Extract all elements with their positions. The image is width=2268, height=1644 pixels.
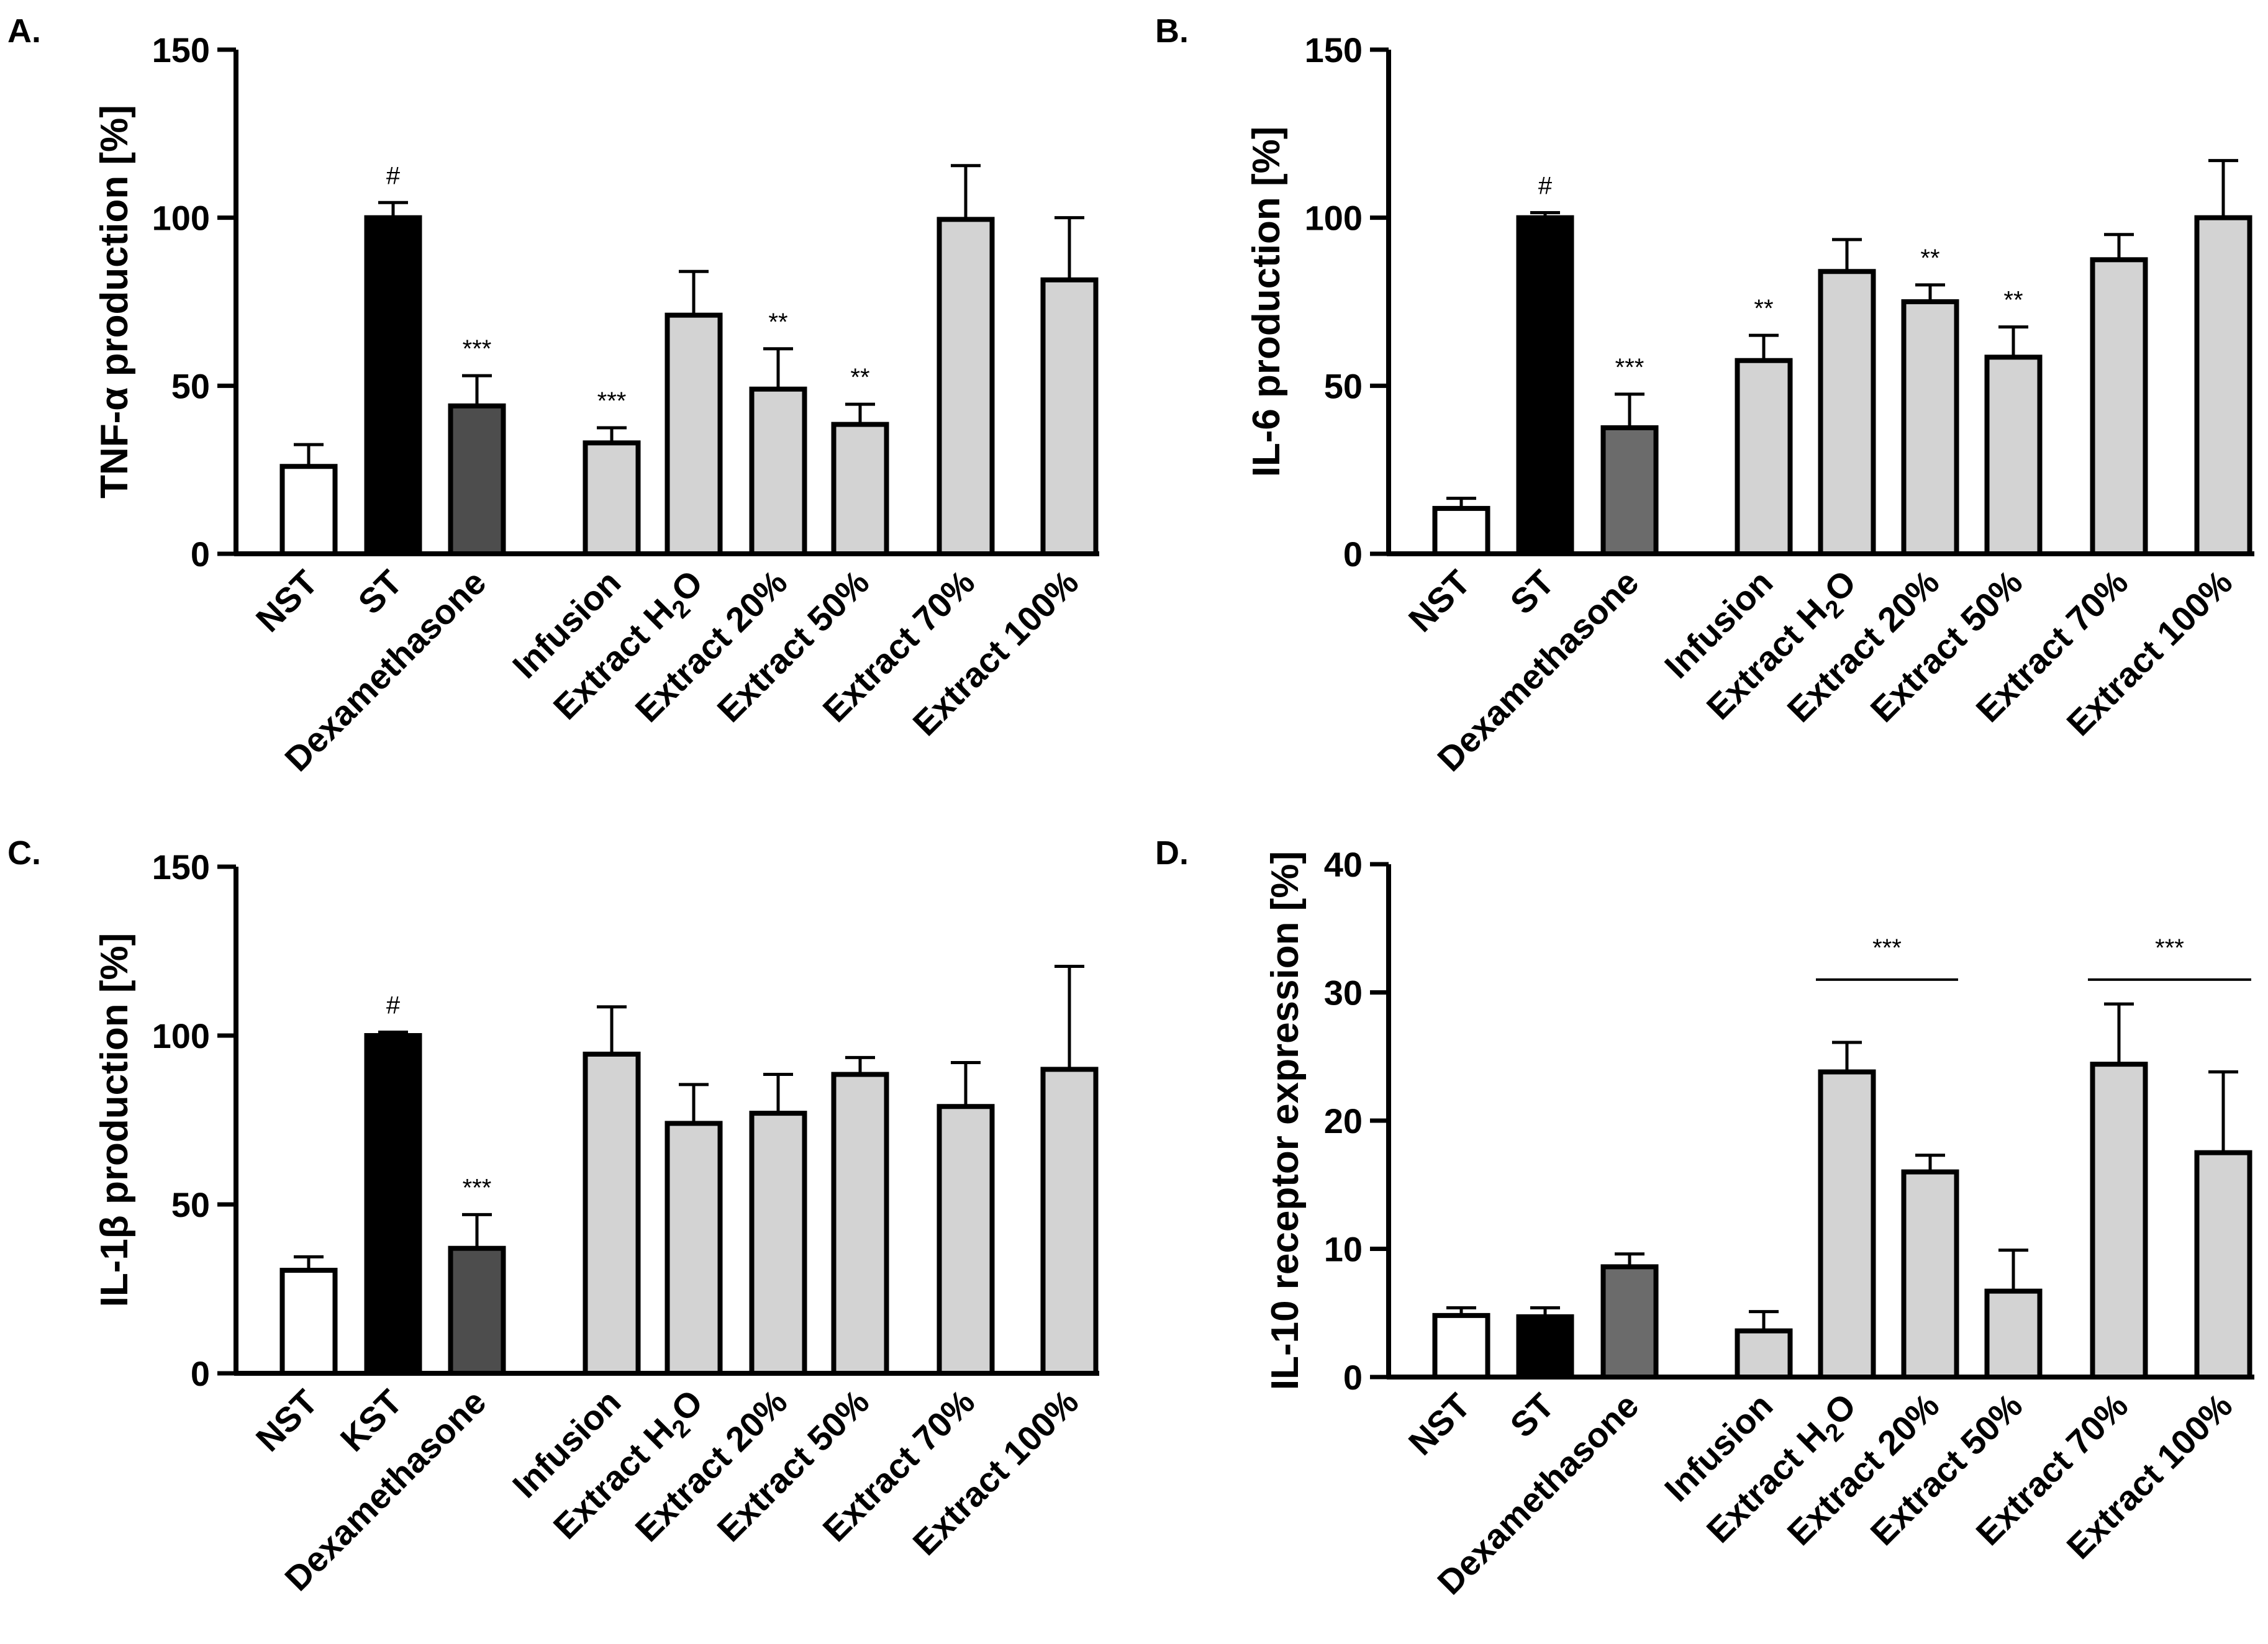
bar: [1818, 269, 1876, 556]
bar: [937, 1104, 995, 1376]
bar: [1516, 1314, 1574, 1380]
bar: [1432, 1312, 1490, 1380]
panel-4: D. 0 10 20 30 40 IL-10 receptor expression [%]…: [1155, 834, 2254, 1602]
y-axis-label: IL-1β production [%]: [93, 933, 136, 1308]
significance-label: **: [850, 364, 869, 391]
y-tick-label: 10: [1324, 1230, 1363, 1269]
bar: [1984, 355, 2043, 556]
bar: [1600, 1264, 1659, 1380]
bar: [279, 464, 338, 557]
y-tick-label: 20: [1324, 1101, 1363, 1140]
category-label: KST: [333, 1382, 410, 1459]
y-tick-label: 150: [152, 847, 210, 887]
significance-label: **: [768, 309, 787, 336]
y-tick-label: 50: [1324, 366, 1363, 405]
bar: [1735, 358, 1793, 556]
y-tick-label: 50: [171, 1185, 210, 1224]
bar: [2090, 257, 2148, 556]
bar: [1901, 1169, 1959, 1380]
bar: [1600, 425, 1659, 556]
bar: [583, 440, 641, 556]
y-axis-label: IL-10 receptor expression [%]: [1264, 851, 1307, 1390]
bar: [1040, 1067, 1099, 1376]
bar: [448, 1245, 506, 1376]
bar: [749, 386, 807, 556]
bar: [279, 1268, 338, 1376]
panel-letter: C.: [7, 834, 41, 872]
category-label: ST: [350, 562, 409, 621]
significance-label: #: [386, 162, 401, 189]
bar: [1040, 277, 1099, 556]
bar: [1818, 1069, 1876, 1380]
bar: [665, 312, 723, 556]
y-tick-label: 100: [152, 1016, 210, 1055]
significance-label: ***: [463, 335, 492, 363]
significance-label: **: [2003, 287, 2023, 314]
bar: [937, 217, 995, 556]
y-tick-label: 50: [171, 366, 210, 405]
panel-letter: A.: [7, 12, 41, 50]
category-label: NST: [248, 1382, 325, 1459]
bar: [2194, 1150, 2252, 1380]
significance-label: #: [386, 992, 401, 1019]
category-label: ST: [1502, 562, 1561, 621]
significance-label: ***: [597, 387, 627, 415]
bar: [749, 1111, 807, 1376]
significance-label: ***: [463, 1174, 492, 1201]
panel-letter: D.: [1155, 834, 1189, 872]
significance-label: **: [1754, 295, 1773, 322]
category-label: NST: [248, 562, 325, 639]
y-tick-label: 0: [191, 535, 210, 574]
bracket-label: ***: [1872, 934, 1902, 962]
bar: [364, 1033, 422, 1376]
y-tick-label: 150: [152, 30, 210, 70]
y-tick-label: 0: [1343, 1358, 1363, 1397]
category-label: ST: [1502, 1386, 1561, 1445]
significance-label: **: [1920, 245, 1939, 272]
bar: [831, 1072, 889, 1376]
bar: [1516, 215, 1574, 556]
bar: [448, 403, 506, 557]
bar: [665, 1121, 723, 1376]
panel-letter: B.: [1155, 12, 1189, 50]
bar: [583, 1051, 641, 1376]
y-tick-label: 150: [1305, 30, 1363, 70]
panel-3: C. 0 50 100 150 IL-1β production [%] NST # KST **…: [7, 834, 1099, 1598]
bar: [1432, 505, 1490, 556]
y-tick-label: 40: [1324, 845, 1363, 884]
bar: [831, 422, 889, 556]
y-tick-label: 30: [1324, 973, 1363, 1013]
bar: [1901, 299, 1959, 556]
bracket-label: ***: [2155, 934, 2184, 962]
y-tick-label: 0: [191, 1354, 210, 1393]
y-tick-label: 100: [1305, 199, 1363, 238]
bar: [364, 215, 422, 556]
y-axis-label: TNF-α production [%]: [93, 105, 136, 499]
significance-label: #: [1538, 173, 1553, 200]
bar: [2090, 1062, 2148, 1380]
significance-label: ***: [1615, 354, 1644, 381]
y-axis-label: IL-6 production [%]: [1245, 127, 1288, 477]
category-label: NST: [1401, 562, 1478, 639]
bar: [1735, 1328, 1793, 1380]
bar: [1984, 1288, 2043, 1380]
category-label: NST: [1401, 1386, 1478, 1463]
y-tick-label: 0: [1343, 535, 1363, 574]
bar: [2194, 215, 2252, 556]
y-tick-label: 100: [152, 199, 210, 238]
